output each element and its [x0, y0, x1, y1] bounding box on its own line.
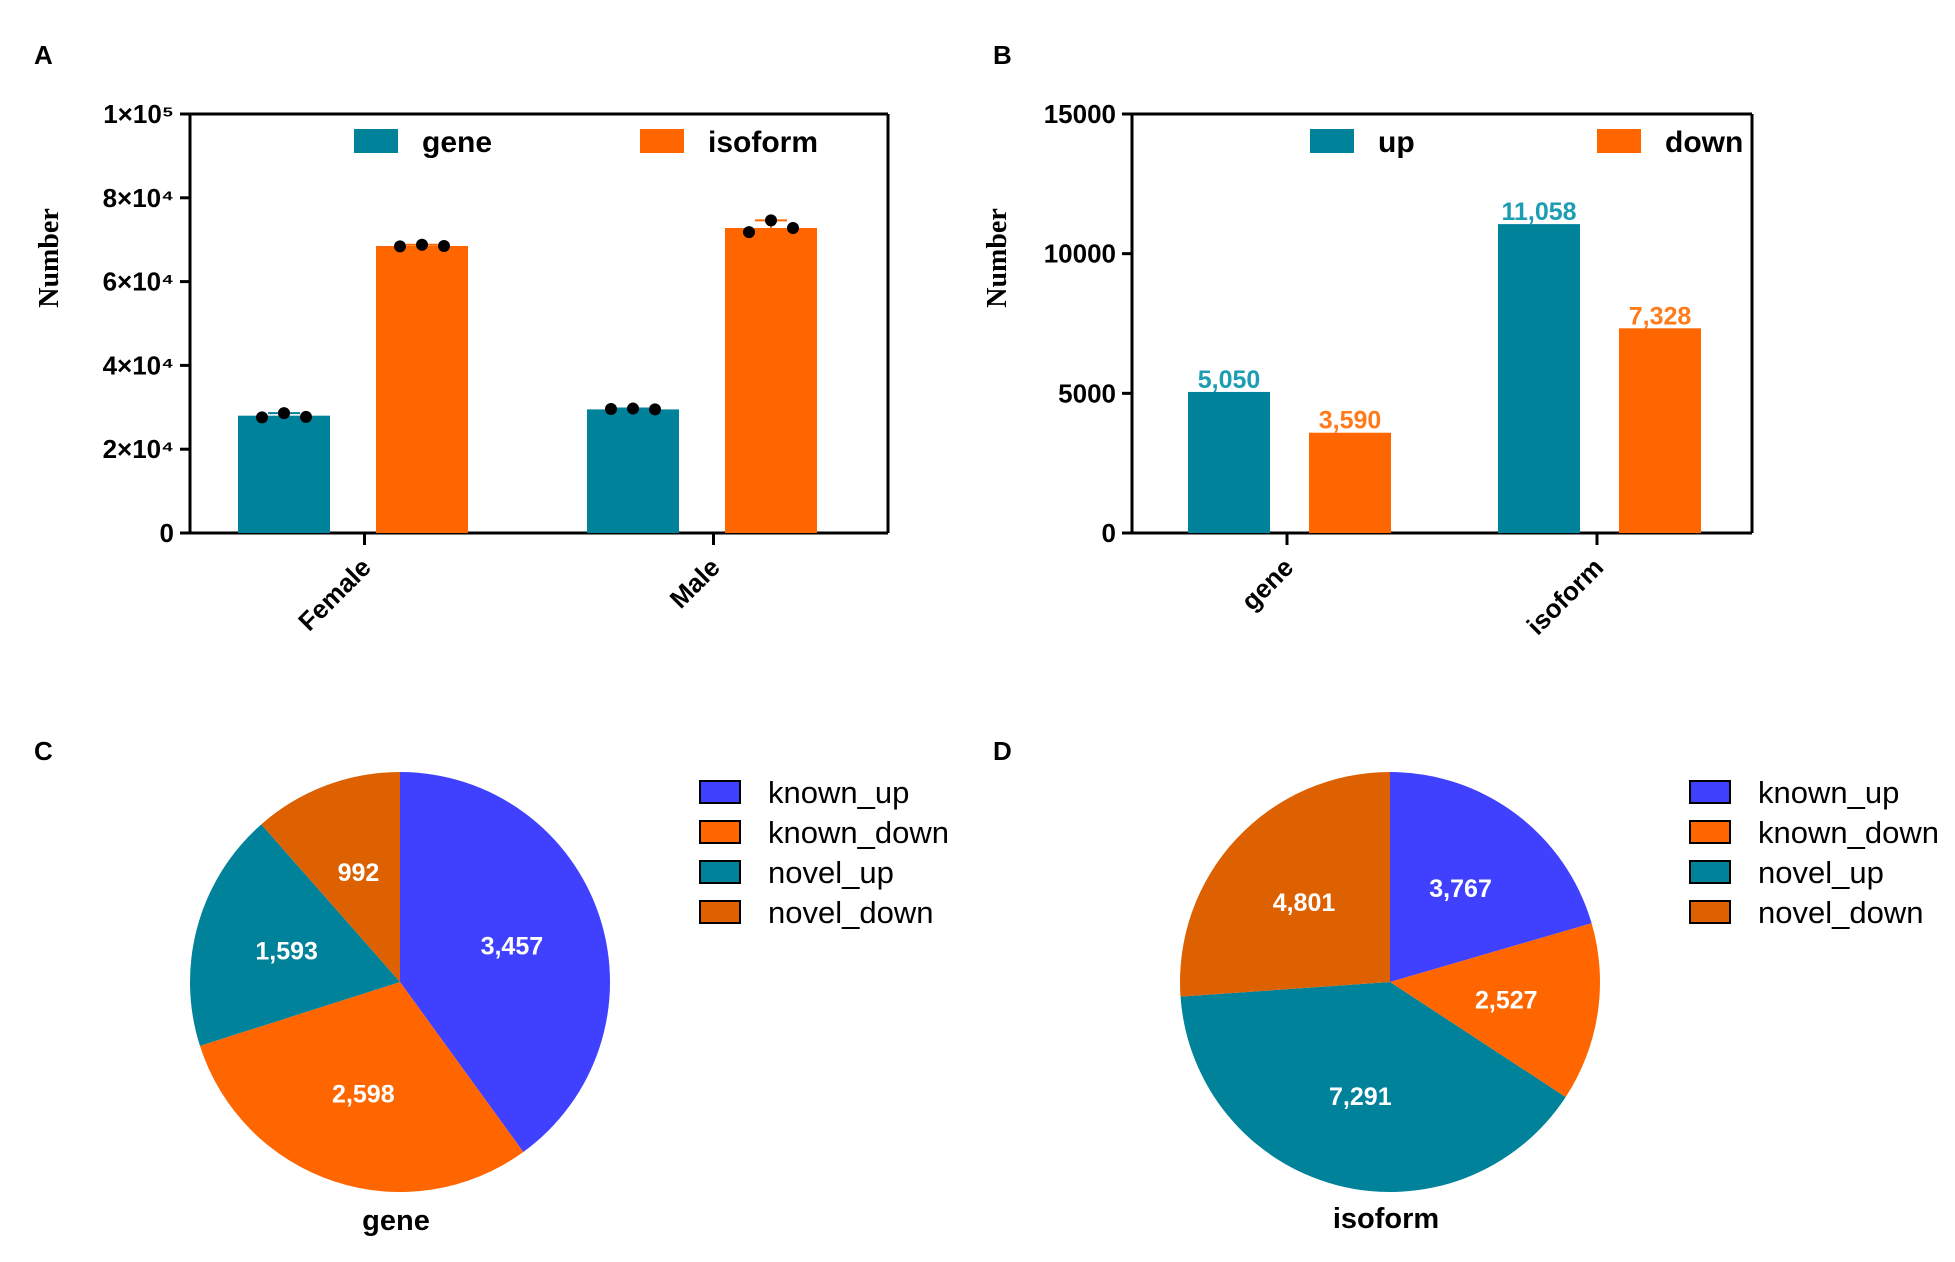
legend-label-known_down: known_down [1758, 815, 1939, 850]
y-tick-label: 4×10⁴ [103, 350, 174, 380]
panel-a: A Number 0 2×10⁴ 4×10⁴ 6×10⁴ 8×10⁴ 1×10⁵ Femal… [34, 40, 890, 637]
legend-label-gene: gene [422, 126, 492, 159]
d-pie: 3,767 2,527 7,291 4,801 [1179, 772, 1600, 1193]
pie-slice-known_down [1390, 923, 1600, 1098]
y-tick-label: 8×10⁴ [103, 183, 174, 213]
pie-slice-known_up [1390, 772, 1592, 982]
pie-slice-known_down [199, 982, 524, 1192]
slice-label-known_down: 2,527 [1475, 986, 1538, 1014]
slice-label-novel_down: 992 [338, 859, 380, 887]
bar-isoform [376, 245, 468, 534]
panel-letter-d: D [993, 736, 1012, 766]
bar-value-label: 5,050 [1198, 366, 1261, 394]
legend-label-known_down: known_down [768, 815, 949, 850]
panel-letter-b: B [993, 40, 1012, 70]
bar-gene [587, 409, 679, 533]
panel-letter-c: C [34, 736, 53, 766]
legend-swatch-novel_up [1689, 860, 1731, 884]
legend-swatch-isoform [640, 129, 684, 153]
x-tick-label: isoform [1521, 552, 1610, 641]
c-pie: 3,457 2,598 1,593 992 [190, 772, 610, 1192]
a-bars [238, 214, 817, 534]
pie-slice-known_up [400, 772, 610, 1152]
y-tick-label: 6×10⁴ [103, 267, 174, 297]
x-tick-label: Female [292, 552, 377, 637]
bar-value-label: 7,328 [1629, 302, 1692, 330]
pie-title-d: isoform [1333, 1203, 1439, 1235]
legend-label-down: down [1665, 126, 1743, 159]
bar-gene [238, 415, 330, 533]
y-axis-label-b: Number [982, 208, 1013, 308]
y-tick-label: 5000 [1058, 378, 1116, 408]
legend-swatch-known_up [699, 780, 741, 804]
slice-label-known_down: 2,598 [332, 1081, 395, 1109]
legend-label-novel_up: novel_up [1758, 855, 1884, 890]
legend-swatch-novel_up [699, 860, 741, 884]
legend-label-known_up: known_up [768, 775, 909, 810]
legend-label-novel_down: novel_down [768, 895, 933, 930]
bar-value-label: 11,058 [1501, 198, 1576, 226]
bar-isoform [725, 227, 817, 533]
data-point [649, 403, 661, 416]
x-tick-label: gene [1235, 552, 1299, 616]
b-legend: up down [1310, 126, 1743, 159]
legend-label-isoform: isoform [708, 126, 818, 159]
y-tick-label: 2×10⁴ [103, 434, 174, 464]
a-legend: gene isoform [354, 126, 818, 159]
legend-swatch-novel_down [699, 900, 741, 924]
data-point [394, 240, 406, 253]
slice-label-novel_down: 4,801 [1273, 889, 1336, 917]
data-point [787, 221, 799, 234]
data-point [765, 214, 777, 227]
data-point [278, 407, 290, 420]
bar-value-label: 3,590 [1319, 407, 1382, 435]
d-legend: known_up known_down novel_up novel_down [1689, 775, 1939, 930]
y-axis-label-a: Number [34, 208, 65, 308]
y-tick-label: 15000 [1044, 99, 1116, 129]
pie-slice-novel_up [1180, 982, 1566, 1193]
bar-down [1309, 432, 1391, 533]
data-point [605, 402, 617, 415]
c-legend: known_up known_down novel_up novel_down [699, 775, 949, 930]
x-tick-label: Male [664, 552, 726, 614]
legend-swatch-known_down [1689, 820, 1731, 844]
panel-b: B Number 0 5000 10000 15000 gene isoform 5,05… [982, 40, 1754, 641]
pie-slice-novel_down [1179, 772, 1390, 997]
y-tick-label: 1×10⁵ [103, 99, 174, 129]
legend-label-novel_down: novel_down [1758, 895, 1923, 930]
bar-down [1619, 328, 1701, 533]
legend-label-up: up [1378, 126, 1415, 159]
legend-swatch-novel_down [1689, 900, 1731, 924]
pie-slice-novel_down [261, 772, 400, 982]
panel-letter-a: A [34, 40, 53, 70]
data-point [416, 238, 428, 251]
legend-swatch-down [1597, 129, 1641, 153]
b-bars: 5,050 3,590 11,058 7,328 [1188, 198, 1701, 533]
bar-up [1498, 224, 1580, 533]
pie-title-c: gene [362, 1205, 430, 1237]
legend-label-novel_up: novel_up [768, 855, 894, 890]
slice-label-novel_up: 7,291 [1329, 1083, 1392, 1111]
data-point [438, 239, 450, 252]
legend-swatch-known_up [1689, 780, 1731, 804]
y-tick-label: 0 [160, 518, 174, 548]
data-point [300, 410, 312, 423]
bar-up [1188, 391, 1270, 533]
slice-label-known_up: 3,457 [481, 933, 544, 961]
data-point [256, 411, 268, 424]
legend-label-known_up: known_up [1758, 775, 1899, 810]
data-point [627, 402, 639, 415]
legend-swatch-gene [354, 129, 398, 153]
y-tick-label: 10000 [1044, 239, 1116, 269]
y-tick-label: 0 [1102, 518, 1116, 548]
pie-slice-novel_up [190, 824, 400, 1046]
slice-label-novel_up: 1,593 [255, 938, 318, 966]
legend-swatch-known_down [699, 820, 741, 844]
data-point [743, 226, 755, 239]
legend-swatch-up [1310, 129, 1354, 153]
slice-label-known_up: 3,767 [1429, 875, 1492, 903]
